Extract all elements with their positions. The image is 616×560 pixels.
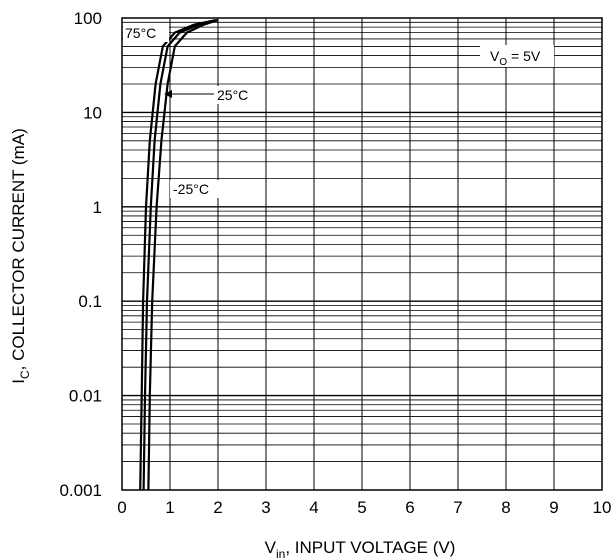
y-tick-label: 100 xyxy=(74,9,102,28)
condition-annotation: VO = 5V xyxy=(480,45,554,68)
series-line-2 xyxy=(147,19,219,491)
plot-frame xyxy=(121,17,603,491)
x-tick-label: 5 xyxy=(357,498,366,517)
x-tick-label: 10 xyxy=(593,498,612,517)
series-line-0 xyxy=(139,19,216,491)
series-label-25c: 25°C xyxy=(217,87,248,103)
condition-sub: O xyxy=(499,57,507,68)
condition-rest: = 5V xyxy=(507,48,541,64)
y-tick-labels: 0.001 0.01 0.1 1 10 100 xyxy=(59,9,102,500)
x-tick-labels: 0 1 2 3 4 5 6 7 8 9 10 xyxy=(117,498,611,517)
svg-text:VO = 5V: VO = 5V xyxy=(490,48,541,68)
x-tick-label: 7 xyxy=(453,498,462,517)
y-tick-label: 0.001 xyxy=(59,481,102,500)
x-axis-label: Vin, INPUT VOLTAGE (V) xyxy=(265,538,456,560)
series-line-1 xyxy=(142,19,219,491)
y-tick-label: 0.1 xyxy=(78,292,102,311)
x-tick-label: 9 xyxy=(549,498,558,517)
x-axis-label-rest: , INPUT VOLTAGE (V) xyxy=(285,538,455,557)
annotation-75c: 75°C xyxy=(123,24,169,42)
x-tick-label: 3 xyxy=(261,498,270,517)
y-axis-label: IC, COLLECTOR CURRENT (mA) xyxy=(9,128,32,384)
annotation-minus25c: -25°C xyxy=(170,180,222,198)
series-label-75c: 75°C xyxy=(125,25,156,41)
y-tick-label: 0.01 xyxy=(69,387,102,406)
x-tick-label: 1 xyxy=(165,498,174,517)
grid xyxy=(122,18,602,490)
annotation-25c: 25°C xyxy=(164,86,262,104)
y-axis-label-sub: C xyxy=(18,370,32,379)
y-tick-label: 1 xyxy=(93,198,102,217)
y-axis-label-main: I xyxy=(9,379,28,384)
x-tick-label: 4 xyxy=(309,498,318,517)
y-axis-label-rest: , COLLECTOR CURRENT (mA) xyxy=(9,128,28,370)
x-axis-label-sub: in xyxy=(276,547,285,560)
x-tick-label: 8 xyxy=(501,498,510,517)
curves xyxy=(139,19,219,491)
x-tick-label: 6 xyxy=(405,498,414,517)
condition-main: V xyxy=(490,48,500,64)
x-axis-label-main: V xyxy=(265,538,277,557)
series-label-minus25c: -25°C xyxy=(173,181,209,197)
y-tick-label: 10 xyxy=(83,103,102,122)
x-tick-label: 2 xyxy=(213,498,222,517)
x-tick-label: 0 xyxy=(117,498,126,517)
